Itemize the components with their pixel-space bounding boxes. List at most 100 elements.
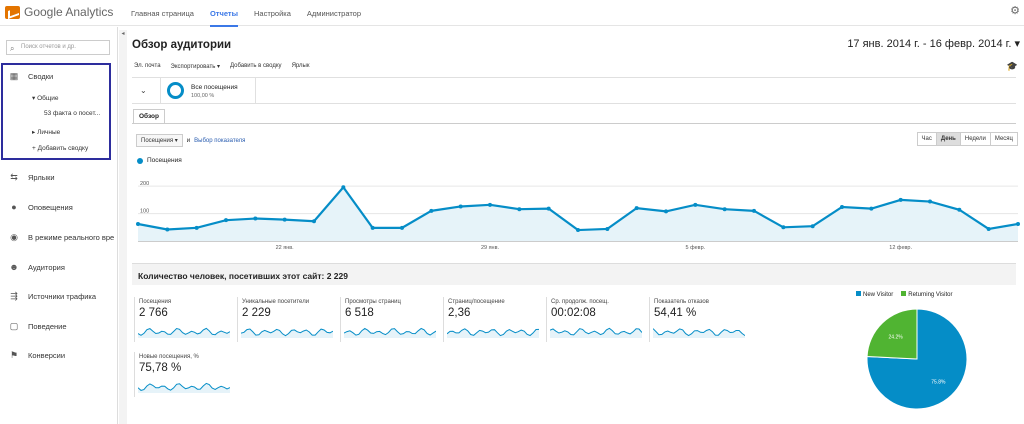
data-point[interactable] [546, 206, 551, 211]
sidebar-item-label: Поведение [28, 322, 67, 331]
data-point[interactable] [928, 199, 932, 204]
data-point[interactable] [869, 206, 874, 211]
metric-card-visits[interactable]: Посещения 2 766 [134, 297, 233, 342]
sparkline-line [138, 382, 230, 391]
sidebar: ⌕ Поиск отчетов и др. ▦ Сводки ▾ Общие 5… [0, 27, 118, 424]
data-point[interactable] [781, 225, 786, 230]
data-point[interactable] [341, 185, 346, 190]
data-point[interactable] [312, 219, 316, 224]
period-day-button[interactable]: День [935, 133, 960, 145]
dashboard-general[interactable]: ▾ Общие [32, 95, 59, 102]
metric-label: Уникальные посетители [242, 299, 310, 305]
data-point[interactable] [282, 217, 287, 222]
chevron-down-icon[interactable]: ⌄ [140, 86, 147, 95]
sidebar-collapse-handle[interactable]: ◂ [119, 30, 127, 424]
sidebar-item-shortcuts[interactable]: ⇆ Ярлыки [8, 172, 54, 183]
add-to-dashboard-button[interactable]: Добавить в сводку [230, 63, 282, 69]
sidebar-item-dashboards[interactable]: ▦ Сводки [8, 71, 53, 82]
nav-reports[interactable]: Отчеты [209, 9, 238, 27]
segment-circle-icon [167, 82, 184, 99]
data-point[interactable] [605, 226, 610, 231]
data-point[interactable] [165, 227, 170, 232]
export-button[interactable]: Экспортировать ▾ [170, 64, 220, 70]
period-week-button[interactable]: Недели [959, 133, 990, 145]
data-point[interactable] [722, 207, 727, 212]
top-bar: Google Analytics Главная страница Отчеты… [0, 0, 1024, 27]
report-search-input[interactable]: ⌕ Поиск отчетов и др. [6, 40, 110, 55]
account-info-blurred[interactable] [865, 4, 980, 20]
data-point[interactable] [840, 205, 844, 210]
data-point[interactable] [986, 226, 991, 231]
period-hour-button[interactable]: Час [921, 136, 932, 142]
metric-card-new-visits[interactable]: Новые посещения, % 75,78 % [134, 352, 233, 397]
sidebar-item-behavior[interactable]: ▢ Поведение [8, 321, 67, 332]
search-placeholder: Поиск отчетов и др. [21, 44, 76, 50]
gear-icon[interactable]: ⚙ [1010, 5, 1020, 17]
data-point[interactable] [458, 204, 463, 209]
sidebar-item-audience[interactable]: ☻ Аудитория [8, 262, 65, 272]
metric-card-pageviews[interactable]: Просмотры страниц 6 518 [340, 297, 439, 342]
ga-logo[interactable]: Google Analytics [5, 5, 113, 19]
sidebar-item-traffic[interactable]: ⇶ Источники трафика [8, 291, 96, 302]
visitor-type-pie-chart[interactable]: 75.8% 24.2% [865, 307, 969, 411]
dashboard-private[interactable]: ▸ Личные [32, 129, 61, 136]
data-point[interactable] [488, 202, 492, 207]
visits-line-chart[interactable]: 100 200 22 янв. 29 янв. 5 февр. 12 февр. [128, 167, 1024, 262]
data-point[interactable] [370, 225, 375, 230]
metric-dropdown-value: Посещения [141, 138, 174, 144]
date-range-picker[interactable]: 17 янв. 2014 г. - 16 февр. 2014 г. ▾ [847, 37, 1020, 50]
metric-card-unique-visitors[interactable]: Уникальные посетители 2 229 [237, 297, 336, 342]
data-point[interactable] [224, 218, 228, 223]
segment-all-visits[interactable]: Все посещения 100,00 % [160, 78, 256, 104]
shortcut-button[interactable]: Ярлык [291, 63, 310, 69]
data-point[interactable] [576, 228, 580, 233]
people-icon: ☻ [9, 262, 19, 272]
data-point[interactable] [898, 197, 903, 202]
data-point[interactable] [400, 225, 404, 230]
sidebar-item-label: В режиме реального времени [28, 233, 114, 242]
data-point[interactable] [194, 225, 199, 230]
email-button[interactable]: Эл. почта [134, 63, 161, 69]
x-tick-label: 22 янв. [276, 245, 295, 251]
nav-settings[interactable]: Настройка [253, 9, 291, 18]
data-point[interactable] [429, 208, 434, 213]
data-point[interactable] [136, 222, 140, 227]
metric-label: Показатель отказов [654, 299, 709, 305]
legend-swatch [856, 291, 861, 296]
pie-legend-new: New Visitor [856, 291, 893, 298]
metric-card-bounce-rate[interactable]: Показатель отказов 54,41 % [649, 297, 748, 342]
data-point[interactable] [957, 207, 962, 212]
metric-card-pages-per-visit[interactable]: Страниц/посещение 2,36 [443, 297, 542, 342]
dashboard-53-facts[interactable]: 53 факта о посет... [44, 110, 101, 117]
choose-metric-link[interactable]: Выбор показателя [194, 137, 246, 144]
metric-dropdown[interactable]: Посещения ▾ [136, 134, 183, 147]
add-dashboard-link[interactable]: + Добавить сводку [32, 145, 89, 152]
metric-card-avg-duration[interactable]: Ср. продолж. посещ. 00:02:08 [546, 297, 645, 342]
realtime-icon: ◉ [10, 232, 18, 242]
app-name: Google Analytics [24, 5, 114, 19]
sidebar-item-conversions[interactable]: ⚑ Конверсии [8, 350, 65, 361]
data-point[interactable] [693, 202, 698, 207]
graduation-cap-icon[interactable]: 🎓 [1006, 61, 1018, 71]
pie-legend-returning: Returning Visitor [901, 291, 952, 298]
legend-label: New Visitor [863, 292, 894, 298]
pie-slice[interactable] [866, 308, 918, 360]
nav-admin[interactable]: Администратор [306, 9, 362, 18]
period-month-button[interactable]: Месяц [989, 133, 1017, 145]
tab-overview[interactable]: Обзор [133, 109, 165, 123]
sidebar-item-alerts[interactable]: ● Оповещения [8, 202, 73, 212]
sparkline-area [550, 328, 642, 338]
data-point[interactable] [752, 208, 756, 213]
data-point[interactable] [1016, 222, 1020, 227]
data-point[interactable] [664, 209, 668, 214]
segment-percent: 100,00 % [191, 93, 215, 99]
sparkline-area [138, 328, 230, 338]
metric-sparkline [241, 328, 333, 338]
data-point[interactable] [634, 206, 639, 211]
sidebar-item-realtime[interactable]: ◉ В режиме реального времени [8, 232, 114, 243]
data-point[interactable] [253, 216, 258, 221]
sidebar-item-label: Конверсии [28, 351, 66, 360]
nav-home[interactable]: Главная страница [131, 9, 194, 18]
data-point[interactable] [517, 207, 522, 212]
data-point[interactable] [810, 224, 815, 229]
